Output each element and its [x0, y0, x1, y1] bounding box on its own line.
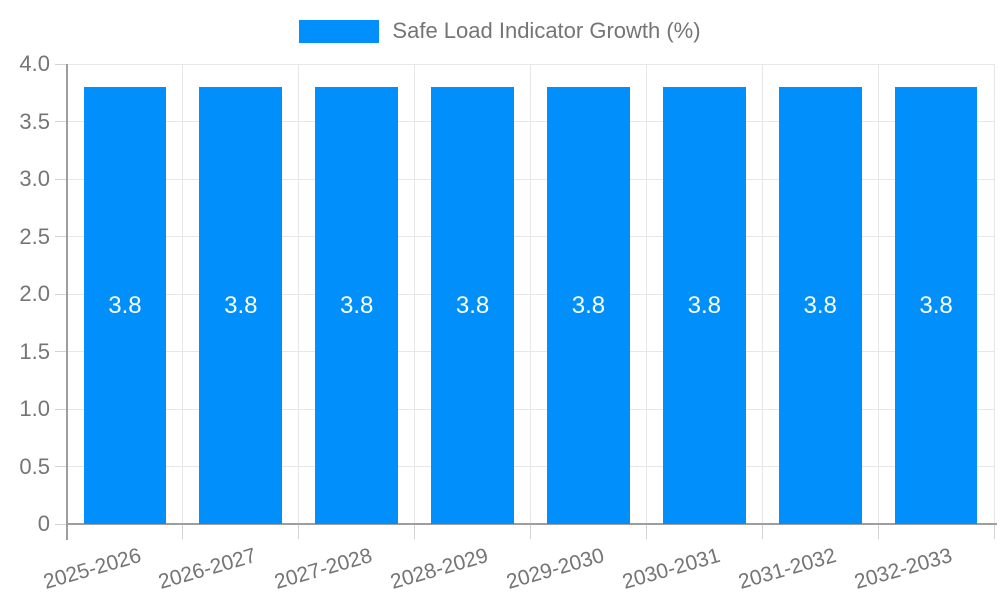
x-axis-label: 2028-2029: [388, 544, 491, 594]
y-tick: [55, 351, 67, 352]
y-tick: [55, 178, 67, 180]
x-tick: [645, 524, 647, 539]
x-tick: [993, 524, 995, 539]
x-tick: [877, 524, 879, 539]
bar-value-label: 3.8: [919, 291, 953, 319]
x-axis-label: 2032-2033: [851, 544, 955, 594]
y-axis-label: 0.5: [19, 453, 50, 479]
y-tick: [55, 293, 67, 295]
y-tick: [55, 63, 67, 65]
bar-value-label: 3.8: [803, 291, 837, 319]
x-axis-label: 2031-2032: [735, 544, 839, 594]
y-axis-label: 3.0: [19, 166, 50, 191]
x-gridline: [877, 64, 879, 524]
bar[interactable]: [894, 87, 978, 524]
legend-swatch: [299, 19, 380, 43]
bar[interactable]: [315, 87, 399, 524]
x-axis-label: 2029-2030: [503, 544, 607, 594]
y-tick: [55, 466, 67, 467]
bar-value-label: 3.8: [224, 291, 258, 319]
x-gridline: [645, 64, 647, 524]
x-axis-line: [67, 523, 997, 525]
bar[interactable]: [199, 87, 283, 524]
x-gridline: [530, 64, 531, 524]
x-tick: [530, 524, 531, 539]
x-gridline: [414, 64, 416, 524]
y-tick: [55, 121, 67, 122]
x-axis-label: 2030-2031: [619, 544, 723, 594]
bar-value-label: 3.8: [687, 291, 721, 319]
bar-value-label: 3.8: [455, 291, 490, 319]
y-tick: [55, 236, 67, 237]
x-gridline: [993, 64, 995, 524]
y-axis-label: 3.5: [19, 108, 50, 134]
x-tick: [761, 524, 763, 539]
y-tick: [55, 408, 67, 410]
x-gridline: [761, 64, 763, 524]
x-tick: [298, 524, 300, 539]
bar-value-label: 3.8: [571, 291, 606, 319]
bar[interactable]: [83, 87, 167, 524]
y-axis-label: 2.5: [19, 223, 50, 249]
legend-label: Safe Load Indicator Growth (%): [392, 18, 701, 43]
x-gridline: [182, 64, 184, 524]
y-axis-line: [66, 64, 68, 540]
bar[interactable]: [547, 87, 630, 524]
y-axis-label: 0: [37, 511, 50, 536]
bar-value-label: 3.8: [108, 291, 142, 319]
y-tick: [55, 523, 67, 525]
bar[interactable]: [778, 87, 862, 524]
y-axis-label: 1.5: [19, 338, 50, 364]
x-tick: [414, 524, 416, 539]
y-axis-label: 1.0: [19, 396, 50, 421]
chart-legend[interactable]: Safe Load Indicator Growth (%): [0, 18, 1000, 44]
x-tick: [182, 524, 184, 539]
bar-value-label: 3.8: [340, 291, 374, 319]
x-axis-label: 2025-2026: [40, 544, 144, 594]
x-gridline: [298, 64, 300, 524]
y-axis-label: 4.0: [19, 51, 50, 76]
x-axis-label: 2027-2028: [272, 544, 376, 594]
bar[interactable]: [662, 87, 746, 524]
y-axis-label: 2.0: [19, 281, 50, 306]
bar[interactable]: [431, 87, 514, 524]
x-axis-label: 2026-2027: [156, 544, 260, 594]
